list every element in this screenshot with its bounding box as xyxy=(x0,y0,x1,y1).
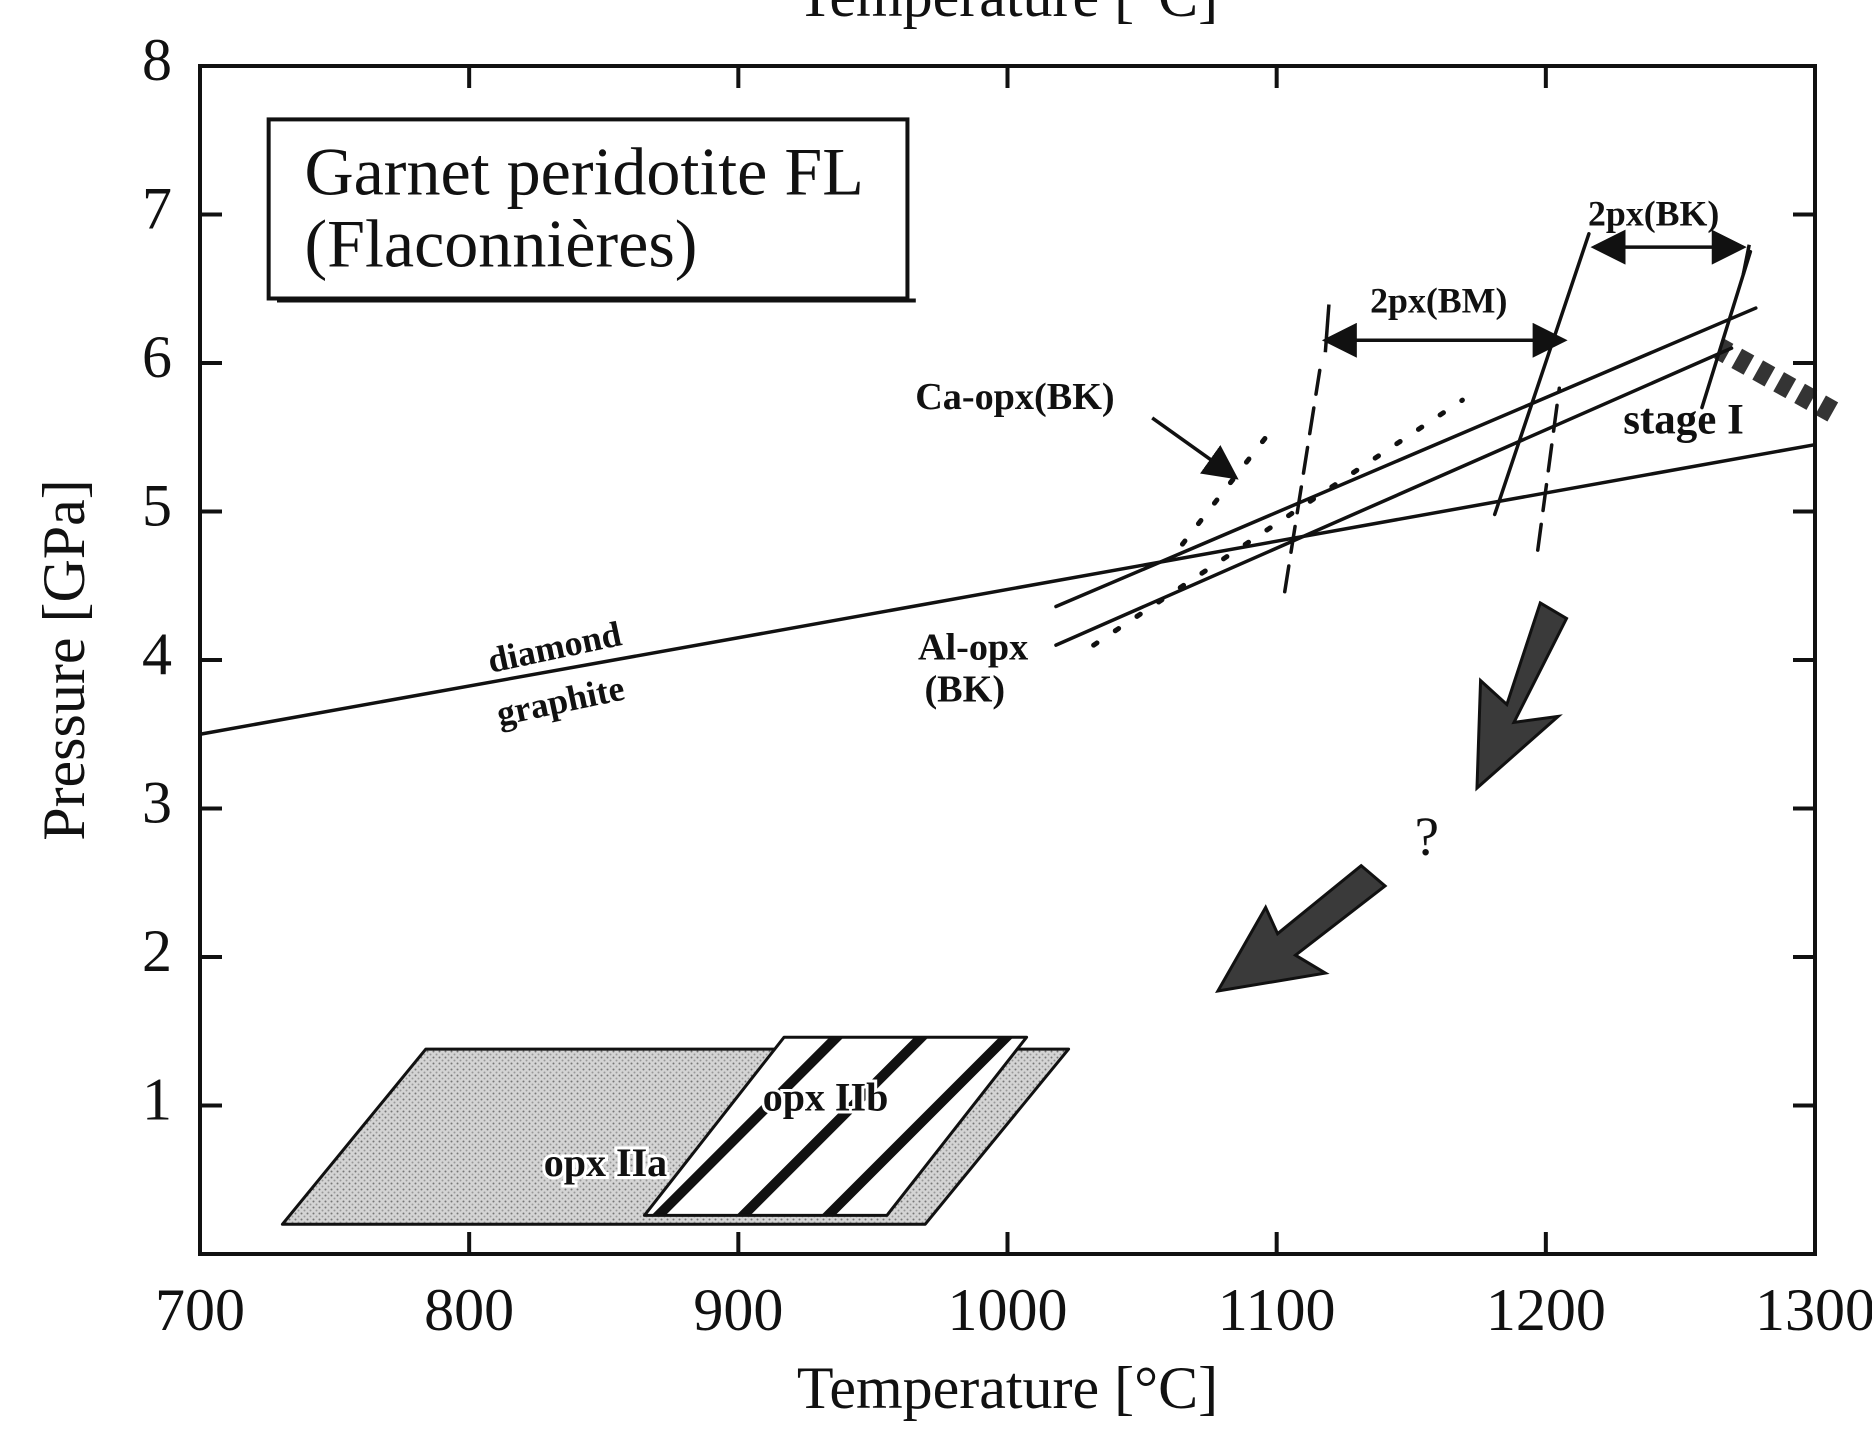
title-box-shadow xyxy=(277,298,916,303)
arrow xyxy=(1151,416,1239,480)
series-line xyxy=(1282,368,1322,594)
annotation: Garnet peridotite FL xyxy=(304,134,863,210)
x-tick-label: 1100 xyxy=(1218,1277,1336,1343)
y-tick-label: 8 xyxy=(142,27,172,93)
x-axis-label: Temperature [°C] xyxy=(797,1355,1218,1421)
series-line xyxy=(1492,232,1591,517)
series-line xyxy=(1054,346,1734,647)
x2-axis-label: Temperature [°C] xyxy=(797,0,1218,29)
x-tick-label: 700 xyxy=(155,1277,245,1343)
y-tick-label: 5 xyxy=(142,472,172,538)
annotation: 2px(BM) xyxy=(1370,281,1507,321)
series-line xyxy=(1054,306,1758,609)
y-tick-label: 4 xyxy=(142,621,172,687)
bracket xyxy=(1741,244,1751,275)
path-arrow xyxy=(1475,600,1569,792)
y-tick-label: 2 xyxy=(142,918,172,984)
x-tick-label: 1000 xyxy=(948,1277,1068,1343)
annotation: ? xyxy=(1415,805,1439,866)
path-arrow xyxy=(1215,863,1388,994)
y-tick-label: 7 xyxy=(142,175,172,241)
annotation: 2px(BK) xyxy=(1588,194,1719,234)
x-tick-label: 800 xyxy=(424,1277,514,1343)
region-label: opx IIb xyxy=(763,1074,889,1119)
region-label: opx IIa xyxy=(544,1140,667,1185)
region xyxy=(642,1035,1029,1217)
y-axis-label: Pressure [GPa] xyxy=(31,479,97,841)
x-tick-label: 900 xyxy=(693,1277,783,1343)
annotation: (BK) xyxy=(924,668,1005,710)
series-line xyxy=(1536,386,1562,552)
annotation: stage I xyxy=(1623,397,1744,444)
annotation: Ca-opx(BK) xyxy=(915,376,1114,418)
y-tick-label: 6 xyxy=(142,324,172,390)
series-line xyxy=(1091,397,1465,648)
annotation: Al-opx xyxy=(918,626,1028,668)
annotation: (Flaconnières) xyxy=(304,205,697,281)
bracket xyxy=(1323,304,1331,353)
y-tick-label: 1 xyxy=(142,1066,172,1132)
x-tick-label: 1200 xyxy=(1486,1277,1606,1343)
y-tick-label: 3 xyxy=(142,769,172,835)
stage-band xyxy=(1714,339,1839,422)
title-box xyxy=(266,117,910,301)
x-tick-label: 1300 xyxy=(1755,1277,1872,1343)
series-line xyxy=(1700,249,1753,410)
